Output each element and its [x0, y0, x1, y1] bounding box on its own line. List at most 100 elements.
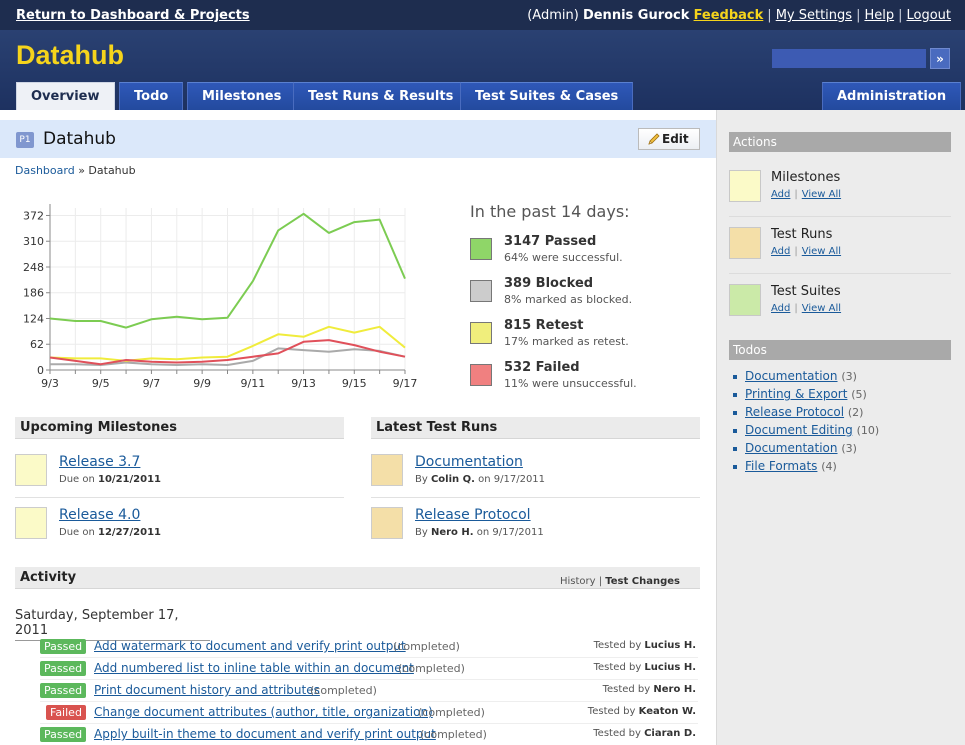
tester-name: Keaton W.: [638, 706, 696, 717]
retest-desc: 17% marked as retest.: [504, 335, 629, 348]
milestone-link[interactable]: Release 3.7: [59, 454, 141, 470]
stats-heading: In the past 14 days:: [470, 202, 630, 221]
tested-by: Tested by Keaton W.: [588, 706, 696, 717]
tested-by-label: Tested by: [593, 662, 642, 673]
chart-x-tick-label: 9/7: [143, 377, 161, 390]
logout-link[interactable]: Logout: [906, 8, 951, 23]
add-test-suite-link[interactable]: Add: [771, 303, 791, 314]
milestone-link[interactable]: Release 4.0: [59, 507, 141, 523]
help-link[interactable]: Help: [864, 8, 895, 23]
test-state: (completed): [310, 684, 377, 697]
feedback-link[interactable]: Feedback: [693, 8, 764, 23]
divider: [15, 497, 344, 498]
todo-link[interactable]: Documentation: [745, 441, 838, 455]
test-runs-color-square: [729, 227, 761, 259]
view-all-test-suites-link[interactable]: View All: [801, 303, 842, 314]
breadcrumb-dashboard-link[interactable]: Dashboard: [15, 164, 75, 177]
pencil-icon: [648, 133, 660, 145]
todos-heading: Todos: [729, 340, 951, 360]
test-run-date: on 9/17/2011: [476, 527, 544, 538]
view-all-test-runs-link[interactable]: View All: [801, 246, 842, 257]
test-changes-link[interactable]: Test Changes: [605, 576, 680, 587]
milestone-due: Due on 12/27/2011: [59, 527, 161, 538]
tab-administration[interactable]: Administration: [822, 82, 962, 110]
results-chart: 0 62 124 186 248 310 372 9/3 9/5 9/7 9/9 9/11 9/13 9/…: [23, 204, 417, 390]
chart-y-tick-label: 372: [23, 209, 44, 222]
test-run-color-square: [371, 454, 403, 486]
user-role: (Admin): [527, 8, 579, 23]
passed-color-box: [470, 238, 492, 260]
test-state: (completed): [418, 706, 485, 719]
my-settings-link[interactable]: My Settings: [775, 8, 853, 23]
tab-milestones[interactable]: Milestones: [187, 82, 297, 110]
todo-link[interactable]: Release Protocol: [745, 405, 845, 419]
history-link[interactable]: History: [559, 576, 596, 587]
test-case-link[interactable]: Print document history and attributes: [94, 683, 320, 697]
test-case-link[interactable]: Change document attributes (author, titl…: [94, 705, 433, 719]
blocked-desc: 8% marked as blocked.: [504, 293, 633, 306]
chart-x-tick-label: 9/13: [291, 377, 316, 390]
tester-name: Ciaran D.: [644, 728, 696, 739]
status-badge: Failed: [46, 705, 86, 720]
test-run-link[interactable]: Release Protocol: [415, 507, 531, 523]
return-to-dashboard-link[interactable]: Return to Dashboard & Projects: [16, 8, 250, 23]
test-case-link[interactable]: Apply built-in theme to document and ver…: [94, 727, 436, 741]
todo-item: File Formats (4): [732, 459, 879, 477]
tab-test-suites-cases[interactable]: Test Suites & Cases: [460, 82, 634, 110]
search-input[interactable]: [772, 49, 926, 68]
test-case-link[interactable]: Add watermark to document and verify pri…: [94, 639, 406, 653]
test-run-color-square: [371, 507, 403, 539]
todo-link[interactable]: Documentation: [745, 369, 838, 383]
add-milestone-link[interactable]: Add: [771, 189, 791, 200]
milestone-color-square: [15, 507, 47, 539]
tested-by-label: Tested by: [587, 706, 636, 717]
test-run-link[interactable]: Documentation: [415, 454, 523, 470]
chart-y-tick-label: 248: [23, 261, 44, 274]
status-badge: Passed: [40, 683, 87, 698]
upcoming-milestones-heading: Upcoming Milestones: [15, 417, 344, 439]
milestone-due: Due on 10/21/2011: [59, 474, 161, 485]
view-all-milestones-link[interactable]: View All: [801, 189, 842, 200]
test-run-author: By Colin Q. on 9/17/2011: [415, 474, 545, 485]
actions-heading: Actions: [729, 132, 951, 152]
user-name: Dennis Gurock: [582, 8, 690, 23]
status-badge: Passed: [40, 727, 87, 742]
test-run-date: on 9/17/2011: [478, 474, 546, 485]
action-links: Add | View All: [771, 246, 841, 257]
sidebar: Actions Milestones Add | View All Test Run…: [716, 110, 965, 745]
activity-bar: Activity History | Test Changes: [15, 567, 700, 589]
action-label: Test Runs: [771, 227, 833, 242]
tab-overview[interactable]: Overview: [16, 82, 115, 110]
tab-todo[interactable]: Todo: [119, 82, 184, 110]
latest-test-runs-heading: Latest Test Runs: [371, 417, 700, 439]
add-test-run-link[interactable]: Add: [771, 246, 791, 257]
todo-count: (4): [821, 460, 837, 473]
search-go-button[interactable]: »: [930, 48, 950, 69]
project-brand: Datahub: [16, 40, 124, 70]
test-run-by-label: By: [415, 474, 428, 485]
failed-desc: 11% were unsuccessful.: [504, 377, 637, 390]
todo-link[interactable]: Printing & Export: [745, 387, 848, 401]
milestone-due-date: 12/27/2011: [98, 527, 161, 538]
passed-desc: 64% were successful.: [504, 251, 623, 264]
tab-test-runs-results[interactable]: Test Runs & Results: [293, 82, 469, 110]
blocked-count: 389 Blocked: [504, 276, 594, 291]
tested-by-label: Tested by: [602, 684, 651, 695]
test-run-author-name: Colin Q.: [430, 474, 475, 485]
activity-row: Passed Add watermark to document and ver…: [40, 636, 698, 658]
todo-link[interactable]: File Formats: [745, 459, 818, 473]
tester-name: Nero H.: [653, 684, 696, 695]
todo-link[interactable]: Document Editing: [745, 423, 853, 437]
chart-x-tick-label: 9/15: [342, 377, 367, 390]
activity-row: Passed Add numbered list to inline table…: [40, 658, 698, 680]
divider: [371, 497, 700, 498]
retest-count: 815 Retest: [504, 318, 584, 333]
todo-count: (5): [851, 388, 867, 401]
edit-button[interactable]: Edit: [638, 128, 700, 150]
edit-label: Edit: [662, 132, 689, 146]
breadcrumb: Dashboard » Datahub: [15, 164, 136, 177]
todo-count: (3): [841, 442, 857, 455]
test-case-link[interactable]: Add numbered list to inline table within…: [94, 661, 414, 675]
milestone-due-label: Due on: [59, 527, 95, 538]
page-title: Datahub: [43, 129, 116, 149]
